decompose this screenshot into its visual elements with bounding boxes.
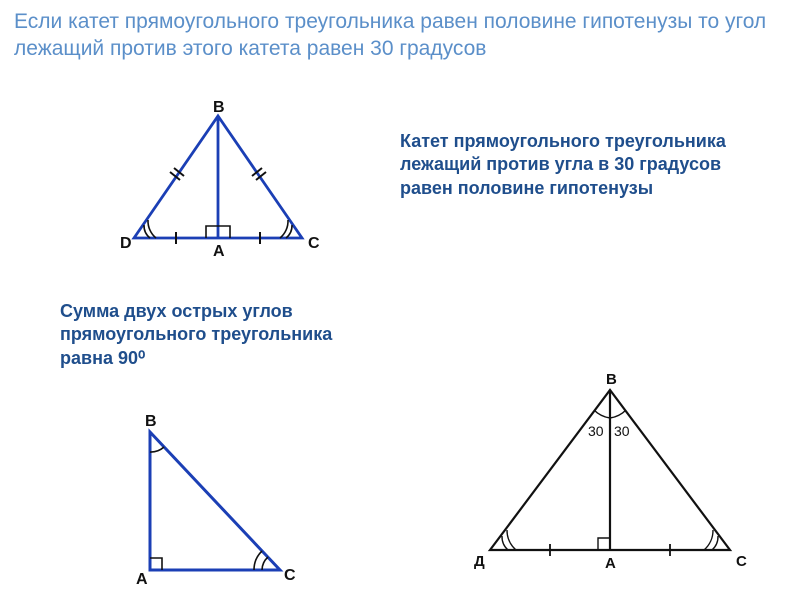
svg-text:D: D [120,235,132,252]
svg-text:С: С [736,553,747,570]
svg-text:A: A [136,571,148,588]
page-title: Если катет прямоугольного треугольника р… [14,8,786,63]
svg-text:C: C [284,567,296,584]
theorem-text-30-degrees: Катет прямоугольного треугольника лежащи… [400,130,770,200]
diagram-isosceles-30-30: 30 30 В Д А С [460,370,760,580]
svg-text:C: C [308,235,320,252]
svg-text:Д: Д [474,553,485,570]
diagram-isosceles-altitude: B D C A [98,98,338,268]
svg-text:B: B [213,99,225,116]
svg-text:А: А [605,555,616,572]
diagram-right-triangle: B A C [120,410,320,590]
svg-text:A: A [213,243,225,260]
svg-text:30: 30 [614,423,630,439]
svg-text:30: 30 [588,423,604,439]
svg-text:B: B [145,413,157,430]
theorem-text-sum-angles: Сумма двух острых углов прямоугольного т… [60,300,370,370]
svg-text:В: В [606,371,617,388]
